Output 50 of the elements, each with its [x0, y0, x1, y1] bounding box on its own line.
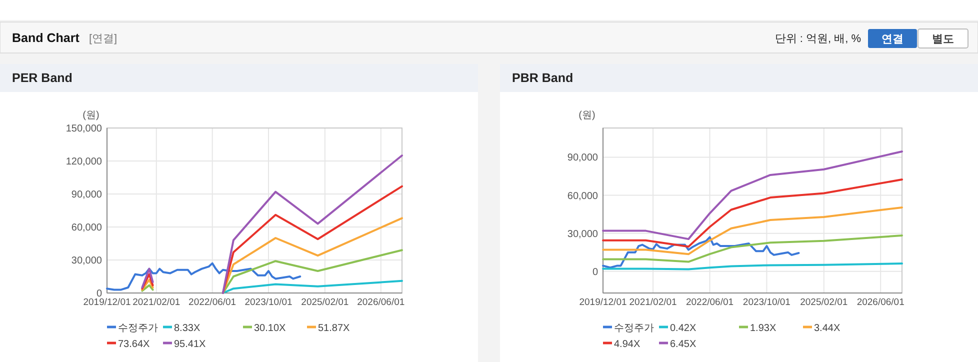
toggle-button: 별도	[918, 28, 968, 48]
legend-label: 1.93X	[750, 323, 776, 334]
x-tick-label: 2019/12/01	[83, 297, 131, 308]
x-tick-label: 2025/02/01	[800, 297, 848, 308]
y-axis-title: (원)	[82, 110, 100, 121]
line-series	[602, 236, 800, 269]
y-tick-label: 30,000	[71, 256, 102, 266]
line-series	[602, 206, 903, 256]
y-tick-label: 60,000	[71, 222, 102, 234]
x-tick-label: 2025/02/01	[301, 297, 349, 308]
x-tick-label: 2022/06/01	[188, 297, 236, 308]
line-series	[222, 280, 403, 294]
x-tick-label: 2023/10/01	[244, 297, 292, 308]
x-tick-label: 2021/02/01	[629, 297, 677, 308]
y-tick-label: 90,000	[567, 152, 598, 164]
legend-label: 51.87X	[318, 323, 350, 334]
line-series	[106, 262, 302, 291]
legend-label: 6.45X	[670, 339, 696, 350]
line-series	[602, 150, 903, 240]
text: [연결]	[89, 33, 118, 45]
text: Band Chart	[12, 31, 80, 45]
y-axis-title: (원)	[578, 110, 596, 121]
y-tick-label: 60,000	[567, 190, 598, 202]
legend-label: 3.44X	[814, 323, 840, 334]
legend-label: 4.94X	[614, 339, 640, 350]
text: 단위 : 억원, 배, %	[774, 33, 862, 45]
y-tick-label: 90,000	[71, 190, 102, 200]
x-tick-label: 2023/10/01	[742, 297, 790, 308]
chart-title: PER Band	[12, 71, 72, 85]
chart-title: PBR Band	[512, 71, 574, 85]
y-tick-label: 0	[96, 288, 102, 300]
legend-label: 73.64X	[118, 339, 150, 350]
y-tick-label: 0	[592, 266, 598, 278]
x-tick-label: 2021/02/01	[132, 297, 180, 308]
toggle-button-selected: 연결	[868, 29, 917, 48]
x-tick-label: 2026/06/01	[856, 297, 904, 308]
x-tick-label: 2022/06/01	[686, 297, 734, 308]
y-tick-label: 150,000	[66, 124, 102, 134]
x-tick-label: 2026/06/01	[357, 297, 405, 308]
legend-label: 수정주가	[118, 323, 158, 334]
line-series	[602, 178, 903, 248]
legend-label: 8.33X	[174, 323, 200, 334]
legend-label: 수정주가	[614, 323, 654, 334]
x-tick-label: 2019/12/01	[579, 297, 627, 308]
y-tick-label: 120,000	[66, 156, 102, 168]
legend-label: 0.42X	[670, 323, 696, 334]
line-series	[602, 234, 903, 263]
y-tick-label: 30,000	[567, 228, 598, 240]
legend-label: 30.10X	[254, 323, 286, 334]
legend-label: 95.41X	[174, 339, 206, 350]
